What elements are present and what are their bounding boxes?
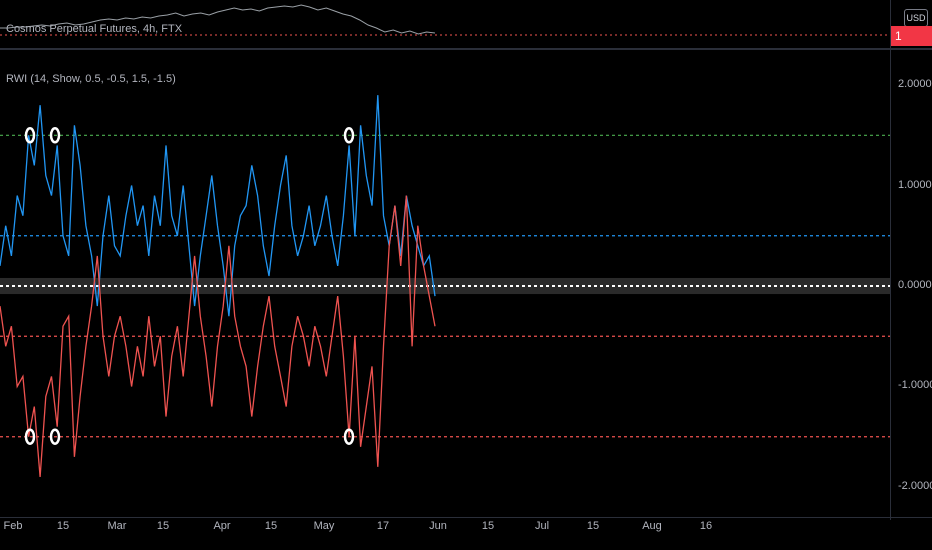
x-tick-label: Jul — [534, 520, 550, 532]
indicator-legend[interactable]: RWI (14, Show, 0.5, -0.5, 1.5, -1.5) — [6, 73, 176, 85]
x-tick-label: 17 — [376, 520, 390, 532]
rwi-high-line[interactable] — [0, 95, 436, 317]
price-scale-border — [890, 0, 891, 520]
y-tick-label: 1.0000 — [898, 178, 932, 191]
x-tick-label: 15 — [156, 520, 170, 532]
x-tick-label: 15 — [264, 520, 278, 532]
y-tick-label: -2.0000 — [898, 479, 932, 492]
x-tick-label: 15 — [481, 520, 495, 532]
currency-badge[interactable]: USD — [904, 9, 928, 27]
price-line-chart — [0, 4, 890, 36]
x-tick-label: Jun — [429, 520, 447, 532]
x-tick-label: Mar — [107, 520, 127, 532]
y-tick-label: 0.0000 — [898, 279, 932, 291]
x-tick-label: Feb — [3, 520, 23, 532]
price-pane[interactable] — [0, 0, 890, 48]
price-candles — [0, 4, 436, 35]
y-tick-label: -1.0000 — [898, 379, 932, 392]
threshold-cross-marker — [343, 127, 355, 144]
threshold-cross-marker — [49, 428, 61, 445]
last-price-marker: 1 — [891, 26, 932, 46]
x-tick-label: 15 — [586, 520, 600, 532]
x-tick-label: Aug — [642, 520, 662, 532]
threshold-cross-marker — [49, 127, 61, 144]
x-tick-label: May — [313, 520, 335, 532]
symbol-legend[interactable]: Cosmos Perpetual Futures, 4h, FTX — [6, 23, 183, 35]
rwi-chart[interactable] — [0, 0, 890, 517]
threshold-cross-marker — [24, 127, 36, 144]
x-tick-label: Apr — [213, 520, 231, 532]
x-tick-label: 16 — [699, 520, 713, 532]
y-tick-label: 2.0000 — [898, 78, 932, 91]
threshold-cross-marker — [343, 428, 355, 445]
rwi-low-line[interactable] — [0, 195, 436, 477]
x-tick-label: 15 — [56, 520, 70, 532]
time-scale-border — [0, 517, 932, 518]
threshold-cross-marker — [24, 428, 36, 445]
pane-separator[interactable] — [0, 48, 932, 50]
